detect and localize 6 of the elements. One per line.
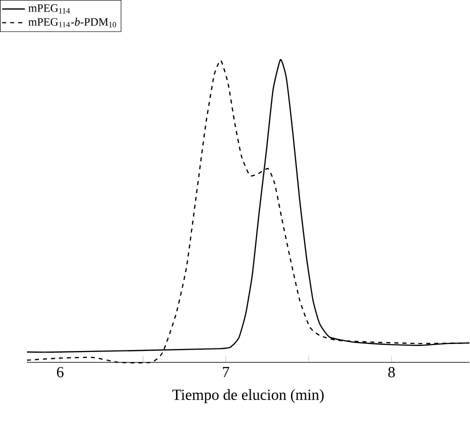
legend-label: mPEG$_{114}$ <box>28 4 70 14</box>
x-tick-label: 6 <box>56 366 64 378</box>
x-axis-title: Tiempo de elucion (min) <box>172 389 324 403</box>
x-tick-label: 8 <box>388 366 395 378</box>
x-tick-label: 7 <box>223 366 230 377</box>
legend-label: mPEG$_{114}$-b-PDM$_{10}$ <box>28 18 116 28</box>
